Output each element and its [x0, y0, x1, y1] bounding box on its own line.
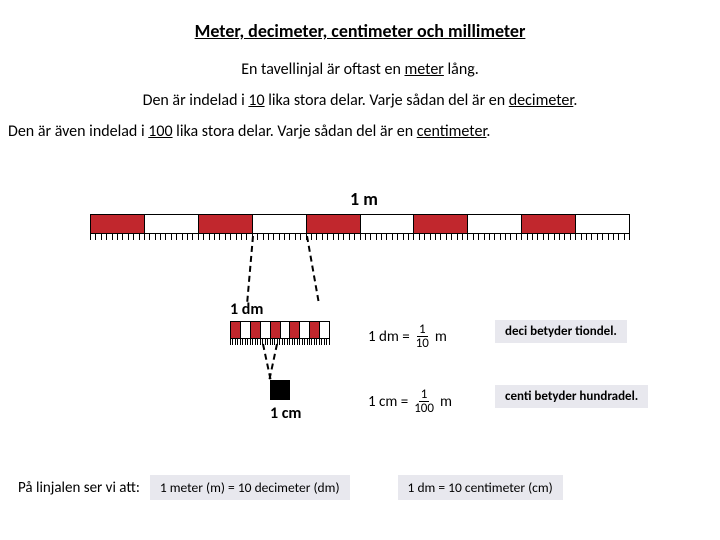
- dm-segment: [319, 322, 329, 338]
- text: Den är även indelad i: [8, 122, 148, 141]
- ruler-segment: [521, 215, 575, 233]
- ruler-segment: [252, 215, 306, 233]
- label-1cm: 1 cm: [270, 404, 301, 423]
- ruler-segment: [467, 215, 521, 233]
- dm-segment: [280, 322, 290, 338]
- ruler-segment: [575, 215, 629, 233]
- guide-line: [306, 236, 319, 301]
- page-title: Meter, decimeter, centimeter och millime…: [0, 0, 720, 42]
- numerator: 1: [417, 323, 428, 337]
- guide-line: [269, 344, 278, 380]
- note-deci: deci betyder tiondel.: [495, 320, 627, 343]
- dm-segment: [240, 322, 250, 338]
- dm-equation: 1 dm = 1 10 m: [368, 323, 447, 350]
- unit-meter: meter: [404, 60, 443, 79]
- cm-equation: 1 cm = 1 100 m: [368, 388, 452, 415]
- bottom-row: På linjalen ser vi att: 1 meter (m) = 10…: [0, 475, 720, 500]
- box-dm-to-cm: 1 dm = 10 centimeter (cm): [398, 475, 563, 500]
- ruler-segment: [198, 215, 252, 233]
- cm-ticks: [90, 234, 630, 240]
- unit-centimeter: centimeter: [417, 122, 487, 141]
- denominator: 10: [414, 337, 431, 350]
- note-centi: centi betyder hundradel.: [495, 385, 648, 408]
- intro-line-3: Den är även indelad i 100 lika stora del…: [0, 122, 720, 141]
- dm-segment: [270, 322, 280, 338]
- eq-unit: m: [440, 393, 452, 411]
- text: lika stora delar. Varje sådan del är en: [265, 91, 509, 110]
- eq-lhs: 1 cm =: [368, 393, 408, 411]
- ruler-segment: [91, 215, 144, 233]
- ruler-segment: [413, 215, 467, 233]
- dm-segment: [231, 322, 240, 338]
- text: .: [573, 91, 577, 110]
- eq-lhs: 1 dm =: [368, 328, 410, 346]
- ruler-segment: [306, 215, 360, 233]
- dm-segment: [250, 322, 260, 338]
- fraction: 1 10: [414, 323, 431, 350]
- ruler-segment: [144, 215, 198, 233]
- mm-ticks: [230, 339, 330, 345]
- count-10: 10: [248, 91, 264, 110]
- label-1m: 1 m: [350, 188, 378, 210]
- count-100: 100: [148, 122, 172, 141]
- dm-segment: [289, 322, 299, 338]
- numerator: 1: [419, 388, 430, 402]
- cm-square: [270, 380, 290, 400]
- cm-block: 1 cm: [270, 380, 301, 423]
- text: .: [486, 122, 490, 141]
- intro-line-1: En tavellinjal är oftast en meter lång.: [0, 60, 720, 79]
- ruler-segment: [360, 215, 414, 233]
- text: En tavellinjal är oftast en: [241, 60, 404, 79]
- fraction: 1 100: [412, 388, 436, 415]
- box-m-to-dm: 1 meter (m) = 10 decimeter (dm): [150, 475, 350, 500]
- meter-ruler: [90, 214, 630, 234]
- dm-block: 1 dm: [230, 300, 330, 345]
- text: Den är indelad i: [143, 91, 249, 110]
- guide-line: [246, 236, 254, 302]
- dm-ruler: [230, 321, 330, 339]
- dm-segment: [299, 322, 309, 338]
- dm-segment: [260, 322, 270, 338]
- text: lika stora delar. Varje sådan del är en: [173, 122, 417, 141]
- dm-segment: [309, 322, 319, 338]
- eq-unit: m: [435, 328, 447, 346]
- text: lång.: [444, 60, 479, 79]
- unit-decimeter: decimeter: [509, 91, 574, 110]
- bottom-label: På linjalen ser vi att:: [0, 479, 150, 497]
- denominator: 100: [412, 402, 436, 415]
- intro-line-2: Den är indelad i 10 lika stora delar. Va…: [0, 91, 720, 110]
- label-1dm: 1 dm: [230, 300, 330, 319]
